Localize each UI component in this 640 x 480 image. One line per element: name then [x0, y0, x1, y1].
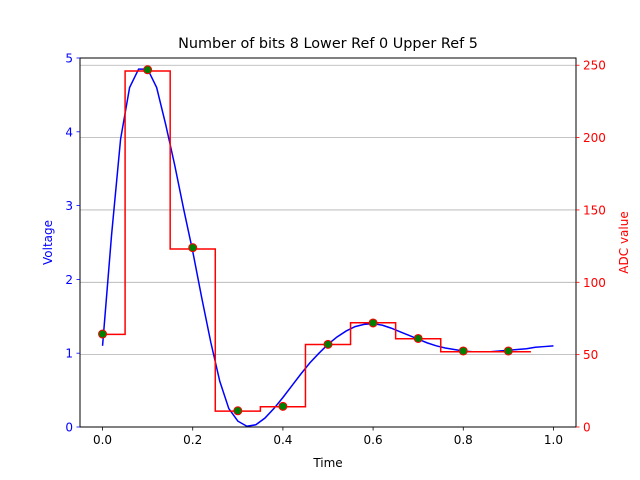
left-tick-label: 1	[65, 347, 73, 361]
left-tick-label: 0	[65, 421, 73, 435]
x-tick-label: 0.6	[364, 433, 383, 447]
sample-point	[413, 333, 423, 343]
sample-point	[368, 318, 378, 328]
right-tick-label: 50	[583, 348, 598, 362]
sample-point	[458, 346, 468, 356]
right-axis-label: ADC value	[617, 211, 631, 273]
right-tick-label: 200	[583, 131, 606, 145]
left-tick-label: 2	[65, 273, 73, 287]
plot-frame	[79, 57, 577, 428]
x-axis-ticks: 0.0 0.2 0.4 0.6 0.8 1.0	[93, 427, 563, 447]
sample-point	[98, 329, 108, 339]
x-tick-label: 0.2	[183, 433, 202, 447]
right-tick-label: 250	[583, 59, 606, 73]
x-tick-label: 0.8	[454, 433, 473, 447]
x-tick-label: 1.0	[544, 433, 563, 447]
sample-point	[188, 243, 198, 253]
sample-point	[503, 346, 513, 356]
adc-layer	[102, 70, 531, 412]
left-axis-ticks: 0 1 2 3 4 5	[65, 52, 80, 435]
sample-point	[323, 339, 333, 349]
x-tick-label: 0.4	[273, 433, 292, 447]
right-tick-label: 100	[583, 276, 606, 290]
right-axis-ticks: 0 50 100 150 200 250	[576, 59, 606, 435]
x-tick-label: 0.0	[93, 433, 112, 447]
left-tick-label: 4	[65, 125, 73, 139]
left-tick-label: 5	[65, 52, 73, 66]
right-tick-label: 150	[583, 203, 606, 217]
adc-step-line	[102, 70, 531, 412]
x-axis-label: Time	[312, 456, 342, 470]
sample-point	[278, 401, 288, 411]
right-tick-label: 0	[583, 421, 591, 435]
sample-markers	[98, 65, 513, 416]
sample-point	[143, 65, 153, 75]
chart-title: Number of bits 8 Lower Ref 0 Upper Ref 5	[178, 36, 478, 52]
left-axis-label: Voltage	[41, 220, 55, 265]
left-tick-label: 3	[65, 199, 73, 213]
sample-point	[233, 406, 243, 416]
